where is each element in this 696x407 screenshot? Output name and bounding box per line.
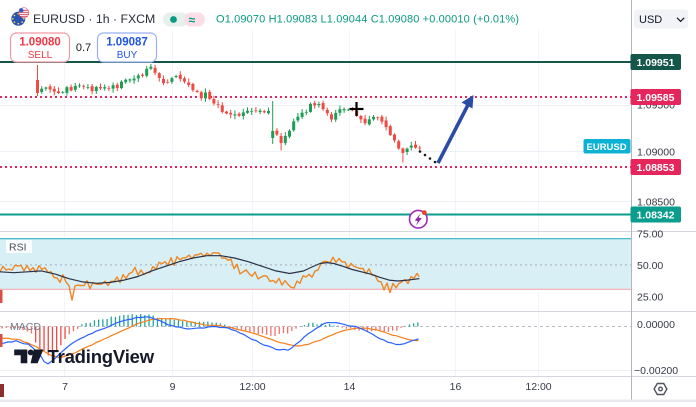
svg-text:25.00: 25.00 — [637, 292, 663, 304]
svg-text:1.08342: 1.08342 — [637, 210, 675, 222]
svg-text:MACD: MACD — [10, 321, 41, 333]
svg-text:USD: USD — [639, 14, 662, 26]
svg-text:16: 16 — [450, 381, 462, 393]
svg-text:−0.00200: −0.00200 — [634, 365, 678, 377]
svg-text:0.7: 0.7 — [76, 42, 91, 54]
svg-text:1.09087: 1.09087 — [106, 37, 148, 49]
svg-text:1.09000: 1.09000 — [637, 146, 675, 158]
svg-text:SELL: SELL — [28, 50, 53, 61]
svg-text:75.00: 75.00 — [637, 228, 663, 240]
svg-text:9: 9 — [170, 381, 176, 393]
svg-text:≈: ≈ — [189, 13, 196, 27]
svg-text:1.09080: 1.09080 — [19, 37, 61, 49]
svg-text:14: 14 — [344, 381, 356, 393]
svg-text:EURUSD: EURUSD — [587, 142, 627, 153]
svg-text:50.00: 50.00 — [637, 260, 663, 272]
svg-text:EURUSD · 1h · FXCM: EURUSD · 1h · FXCM — [33, 12, 155, 26]
svg-text:O1.09070 H1.09083 L1.09044 C1.: O1.09070 H1.09083 L1.09044 C1.09080 +0.0… — [216, 14, 519, 26]
svg-text:TradingView: TradingView — [48, 346, 155, 367]
svg-text:RSI: RSI — [9, 242, 27, 254]
svg-text:0.00000: 0.00000 — [637, 319, 675, 331]
svg-text:1.09585: 1.09585 — [637, 92, 675, 104]
svg-text:7: 7 — [62, 381, 68, 393]
svg-text:1.08500: 1.08500 — [637, 196, 675, 208]
svg-text:BUY: BUY — [117, 50, 138, 61]
svg-text:1.09951: 1.09951 — [637, 57, 675, 69]
svg-text:12:00: 12:00 — [239, 381, 265, 393]
svg-text:1.08853: 1.08853 — [637, 162, 675, 174]
svg-text:12:00: 12:00 — [525, 381, 551, 393]
